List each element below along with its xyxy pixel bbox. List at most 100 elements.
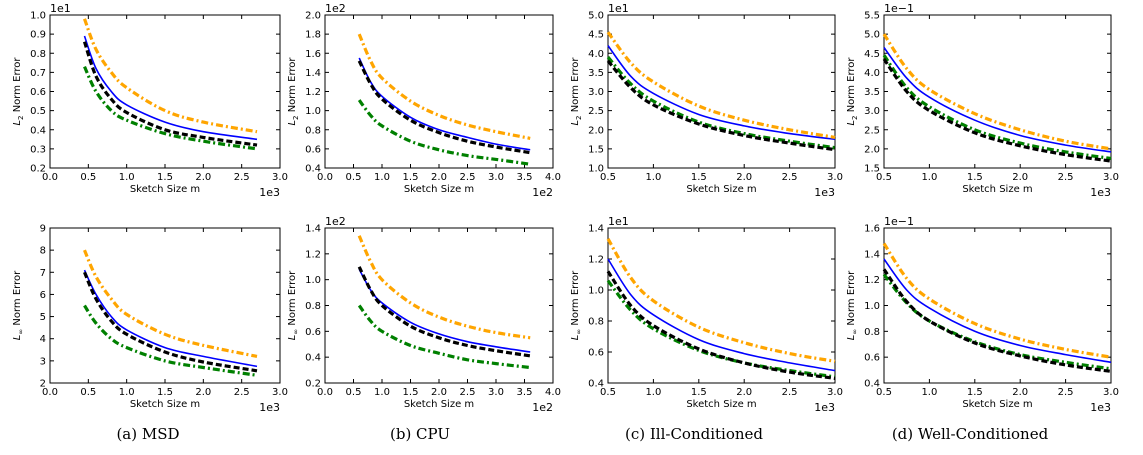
y-offset-label: 1e−1: [884, 2, 914, 15]
series-line-black-dashed: [82, 41, 258, 147]
x-offset-label: 1e3: [814, 186, 835, 199]
series-line-orange-dashdot: [606, 237, 836, 363]
y-tick-label: 1.4: [305, 68, 321, 79]
x-tick-label: 1.5: [157, 387, 173, 398]
y-tick-label: 0.8: [30, 49, 46, 60]
x-tick-label: 2.5: [1058, 387, 1074, 398]
x-offset-label: 1e3: [814, 401, 835, 414]
x-tick-label: 1.0: [921, 387, 937, 398]
series-line-black-dashed: [357, 266, 531, 358]
x-tick-label: 0.5: [600, 172, 616, 183]
y-tick-label: 1.4: [588, 224, 604, 235]
x-axis-label: Sketch Size m: [130, 184, 200, 195]
y-tick-label: 2.5: [864, 125, 880, 136]
y-axis-label-rest: Norm Error: [287, 57, 298, 116]
y-tick-label: 1.5: [588, 144, 604, 155]
y-tick-label: 0.8: [305, 125, 321, 136]
y-tick-label: 1.2: [305, 87, 321, 98]
x-tick-label: 2.5: [234, 387, 250, 398]
y-axis-label-main: L: [570, 335, 581, 341]
y-tick-label: 1.0: [864, 301, 880, 312]
x-tick-label: 1.0: [119, 387, 135, 398]
x-tick-label: 3.0: [488, 172, 504, 183]
x-tick-label: 2.5: [1058, 172, 1074, 183]
x-offset-label: 1e2: [532, 186, 553, 199]
x-tick-label: 2.0: [195, 387, 211, 398]
y-tick-label: 4: [40, 334, 46, 345]
y-tick-label: 8: [40, 246, 46, 257]
x-tick-label: 1.5: [691, 387, 707, 398]
y-offset-label: 1e1: [608, 2, 629, 15]
series-line-blue-solid: [83, 35, 258, 141]
y-axis-label-sub: 2: [17, 115, 25, 119]
y-tick-label: 2.5: [588, 106, 604, 117]
x-axis-label: Sketch Size m: [404, 184, 474, 195]
y-tick-label: 9: [40, 224, 46, 235]
y-tick-label: 0.6: [30, 87, 46, 98]
chart-panel-d-bottom: 0.5 1.0 1.5 2.0 2.5 3.0 0.4 0.6 0.8 1.0 1.2 1.4 1.6 1…: [846, 215, 1119, 414]
y-axis-label-sub: ∞: [575, 329, 583, 335]
y-tick-label: 4.5: [588, 30, 604, 41]
y-tick-label: 3.5: [864, 87, 880, 98]
chart-panel-b-bottom: 0.0 0.5 1.0 1.5 2.0 2.5 3.0 3.5 4.0 0.2 0.4 0.6 0.8 1…: [287, 215, 561, 414]
x-tick-label: 1.5: [967, 387, 983, 398]
x-axis-label: Sketch Size m: [962, 399, 1032, 410]
y-tick-label: 3.5: [588, 68, 604, 79]
y-tick-label: 1.0: [305, 106, 321, 117]
y-offset-label: 1e1: [50, 2, 71, 15]
x-tick-label: 3.0: [1103, 172, 1119, 183]
x-tick-label: 1.0: [921, 172, 937, 183]
y-axis-label: L2 Norm Error: [570, 57, 583, 126]
x-tick-label: 4.0: [545, 387, 561, 398]
x-tick-label: 3.0: [272, 387, 288, 398]
y-tick-label: 0.6: [305, 144, 321, 155]
x-tick-label: 2.5: [782, 172, 798, 183]
y-tick-label: 0.2: [305, 379, 321, 390]
series-line-green-dashdot: [357, 304, 531, 370]
y-offset-label: 1e2: [325, 2, 346, 15]
x-tick-label: 1.5: [157, 172, 173, 183]
y-tick-label: 0.4: [305, 164, 321, 175]
y-tick-label: 5.5: [864, 11, 880, 22]
x-offset-label: 1e3: [1090, 186, 1111, 199]
y-offset-label: 1e1: [608, 215, 629, 228]
series-line-orange-dashdot: [83, 249, 258, 358]
x-axis-label: Sketch Size m: [404, 399, 474, 410]
y-tick-label: 4.0: [864, 68, 880, 79]
x-tick-label: 3.0: [488, 387, 504, 398]
y-tick-label: 5: [40, 312, 46, 323]
x-tick-label: 2.0: [736, 172, 752, 183]
series-line-green-dashdot: [606, 56, 836, 150]
y-axis-label-sub: ∞: [292, 329, 300, 335]
x-tick-label: 0.5: [80, 387, 96, 398]
series-line-black-dashed: [882, 58, 1112, 163]
caption-well-conditioned: (d) Well-Conditioned: [891, 425, 1049, 443]
x-tick-label: 3.5: [517, 172, 533, 183]
x-tick-label: 0.5: [80, 172, 96, 183]
caption-cpu: (b) CPU: [389, 425, 451, 443]
series-line-green-dashdot: [357, 99, 531, 166]
y-axis-label: L2 Norm Error: [287, 57, 300, 126]
series-line-blue-solid: [83, 269, 258, 368]
y-axis-label-sub: 2: [292, 115, 300, 119]
x-tick-label: 0.5: [876, 387, 892, 398]
y-axis-label-rest: Norm Error: [12, 57, 23, 116]
series-line-orange-dashdot: [882, 242, 1112, 359]
y-tick-label: 1.0: [305, 275, 321, 286]
x-tick-label: 2.0: [736, 387, 752, 398]
y-axis-label: L∞ Norm Error: [846, 270, 859, 340]
x-tick-label: 2.5: [234, 172, 250, 183]
y-axis-label-rest: Norm Error: [570, 270, 581, 329]
x-tick-label: 1.5: [691, 172, 707, 183]
y-tick-label: 4.0: [588, 49, 604, 60]
y-tick-label: 0.7: [30, 68, 46, 79]
series-line-green-dashdot: [606, 279, 836, 379]
x-tick-label: 1.5: [403, 387, 419, 398]
y-axis-label-main: L: [12, 120, 23, 126]
x-offset-label: 1e3: [259, 186, 280, 199]
y-tick-label: 0.4: [305, 353, 321, 364]
y-axis-label-rest: Norm Error: [287, 270, 298, 329]
y-tick-label: 3.0: [864, 106, 880, 117]
series-line-orange-dashdot: [606, 31, 836, 139]
